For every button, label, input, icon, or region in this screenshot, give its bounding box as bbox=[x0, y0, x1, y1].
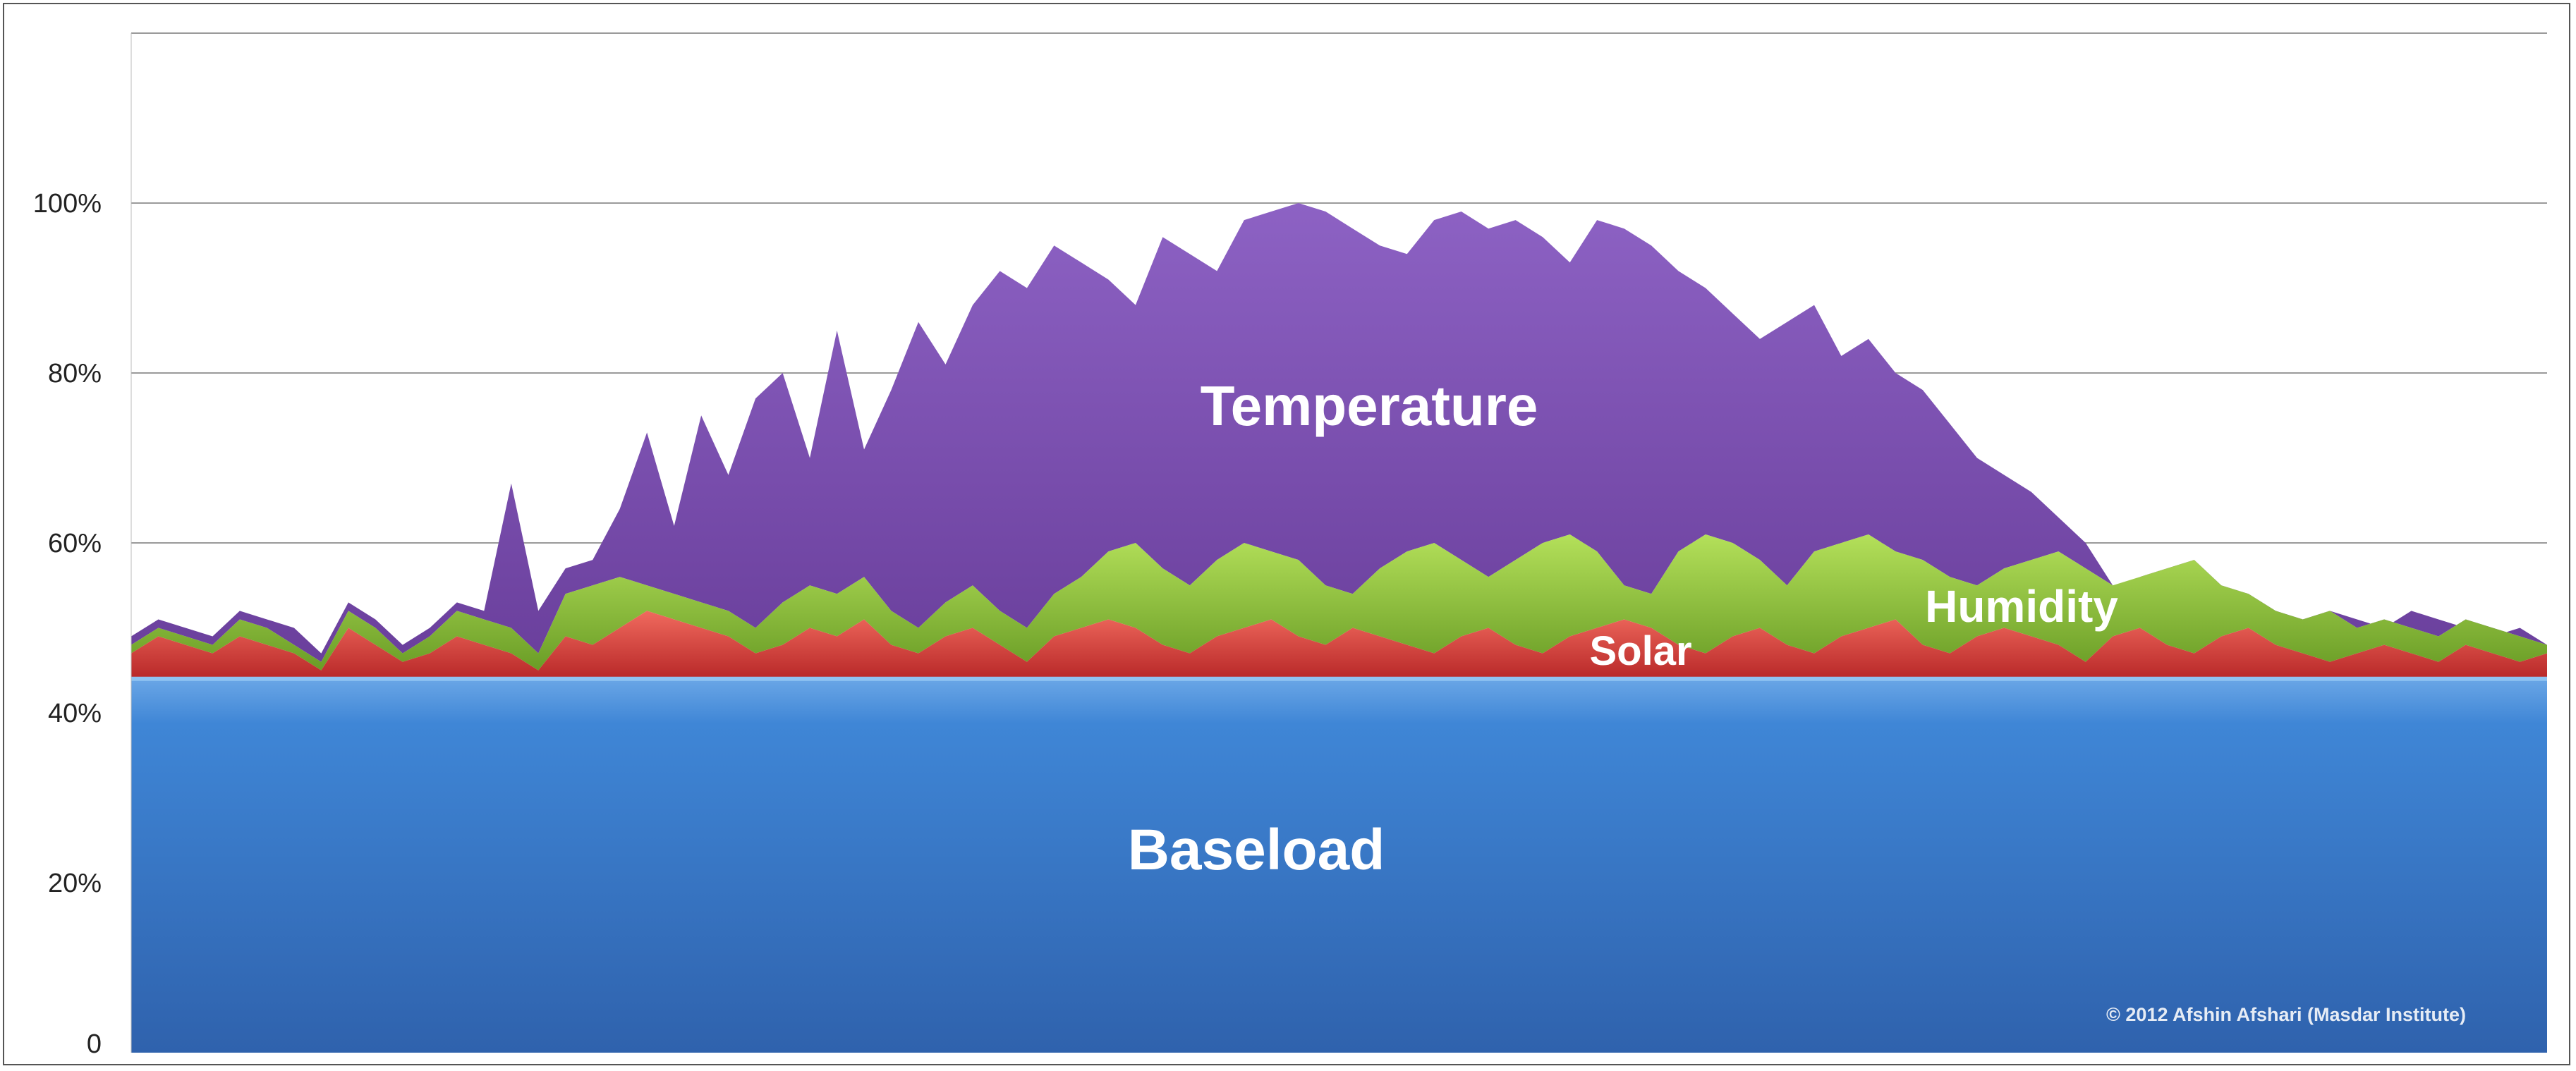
chart-frame: 0 20% 40% 60% 80% 100% Temperature Humidity S… bbox=[3, 3, 2570, 1065]
y-tick-label: 40% bbox=[48, 699, 102, 728]
temperature-label: Temperature bbox=[1201, 374, 1538, 437]
stacked-area-chart: 0 20% 40% 60% 80% 100% Temperature Humidity S… bbox=[33, 32, 2547, 1059]
y-tick-label: 0 bbox=[87, 1029, 102, 1059]
baseload-area bbox=[131, 678, 2547, 1053]
y-tick-label: 60% bbox=[48, 529, 102, 558]
humidity-label: Humidity bbox=[1925, 581, 2118, 632]
y-tick-label: 20% bbox=[48, 869, 102, 898]
solar-area bbox=[131, 611, 2547, 679]
temperature-area bbox=[131, 203, 2547, 662]
copyright-credit: © 2012 Afshin Afshari (Masdar Institute) bbox=[2106, 1004, 2466, 1025]
solar-label: Solar bbox=[1589, 628, 1691, 674]
y-tick-label: 100% bbox=[33, 189, 102, 219]
humidity-area bbox=[131, 534, 2547, 671]
baseload-label: Baseload bbox=[1128, 818, 1385, 882]
y-tick-label: 80% bbox=[48, 359, 102, 388]
